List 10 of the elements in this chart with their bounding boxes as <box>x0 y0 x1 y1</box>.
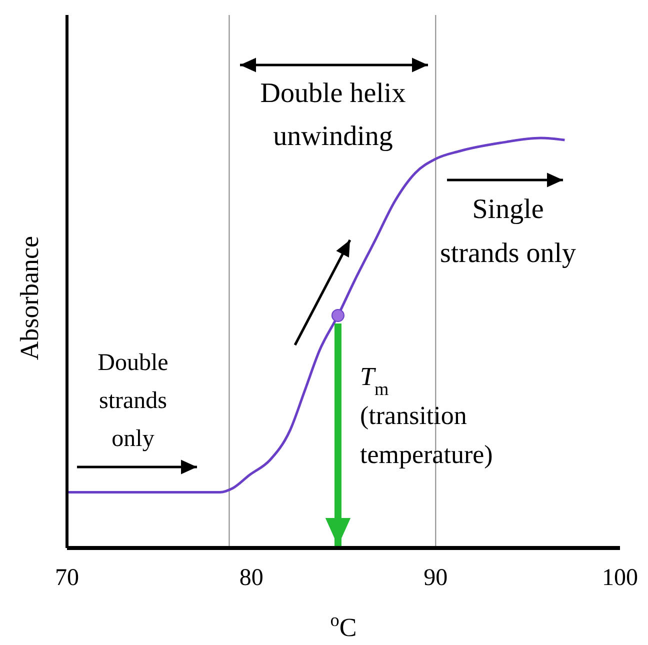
x-tick-label: 90 <box>424 565 448 592</box>
x-tick-label: 80 <box>239 565 264 592</box>
annotation: T$_{m}$ (transition temperature) <box>360 362 493 469</box>
annotation: Single strands only <box>440 194 576 269</box>
y-axis-title: Absorbance <box>15 236 44 360</box>
x-tick-label: 70 <box>55 565 79 592</box>
annotation: Double helix unwinding <box>260 78 406 152</box>
annotation: Double strands only <box>98 350 168 452</box>
x-tick-label: 100 <box>602 565 638 592</box>
x-axis-title: $^{o}$C <box>330 610 357 642</box>
